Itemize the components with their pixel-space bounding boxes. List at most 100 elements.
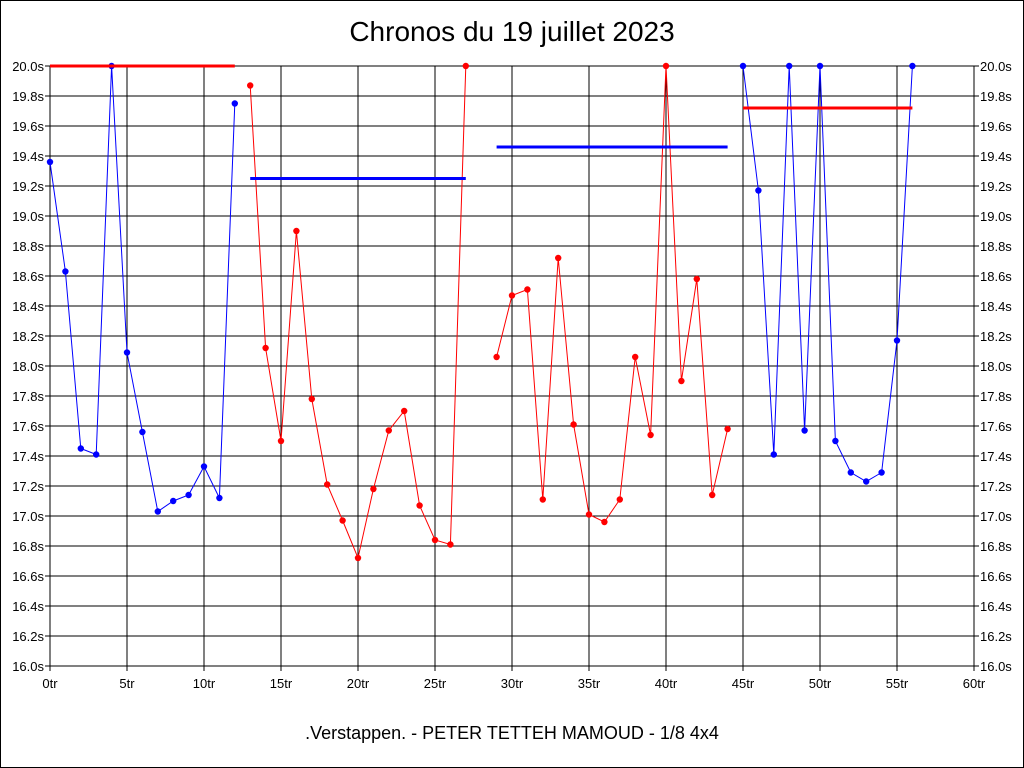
data-point	[662, 62, 670, 70]
y-tick-label-right: 18.0s	[980, 359, 1012, 374]
data-point	[277, 437, 285, 445]
x-tick-label: 30tr	[501, 676, 524, 691]
data-point	[62, 268, 69, 275]
y-tick-label-right: 16.2s	[980, 629, 1012, 644]
data-point	[139, 428, 146, 436]
y-tick-label-right: 18.8s	[980, 239, 1012, 254]
y-tick-label-left: 16.4s	[12, 599, 44, 614]
data-point	[570, 421, 577, 428]
x-tick-label: 45tr	[732, 676, 755, 691]
data-point	[693, 275, 700, 283]
data-point	[878, 469, 885, 476]
data-point	[93, 451, 100, 458]
data-point	[431, 536, 439, 544]
x-tick-label: 55tr	[886, 676, 909, 691]
x-tick-label: 20tr	[347, 676, 370, 691]
data-point	[447, 541, 454, 548]
data-point	[462, 62, 469, 70]
y-tick-label-right: 16.4s	[980, 599, 1012, 614]
x-tick-label: 5tr	[119, 676, 135, 691]
data-point	[370, 485, 377, 493]
data-point	[262, 344, 269, 352]
data-point	[339, 517, 346, 524]
data-point	[493, 353, 500, 361]
x-tick-label: 50tr	[809, 676, 832, 691]
data-point	[724, 425, 731, 433]
data-point	[893, 337, 901, 344]
y-tick-label-left: 19.8s	[12, 89, 44, 104]
y-tick-label-left: 16.2s	[12, 629, 44, 644]
data-point	[801, 427, 808, 434]
y-tick-label-left: 19.6s	[12, 119, 44, 134]
data-point	[678, 377, 685, 385]
y-tick-label-left: 17.6s	[12, 419, 44, 434]
y-tick-label-left: 16.0s	[12, 659, 44, 674]
data-point	[231, 100, 238, 107]
data-point	[816, 62, 824, 70]
series-line	[496, 65, 729, 523]
data-point	[154, 508, 161, 515]
data-point	[416, 502, 423, 509]
y-tick-label-left: 18.6s	[12, 269, 44, 284]
y-tick-label-left: 18.0s	[12, 359, 44, 374]
data-point	[524, 286, 531, 293]
chart-title: Chronos du 19 juillet 2023	[349, 16, 675, 47]
y-tick-label-left: 17.2s	[12, 479, 44, 494]
y-tick-label-left: 17.8s	[12, 389, 44, 404]
y-tick-label-left: 16.6s	[12, 569, 44, 584]
data-point	[324, 481, 331, 488]
data-point	[170, 497, 177, 505]
data-point	[77, 445, 85, 452]
data-point	[863, 478, 870, 485]
data-point	[755, 187, 762, 194]
y-tick-label-right: 17.8s	[980, 389, 1012, 404]
y-tick-label-left: 17.4s	[12, 449, 44, 464]
y-tick-label-right: 19.2s	[980, 179, 1012, 194]
data-point	[401, 407, 408, 415]
data-point	[539, 496, 546, 503]
data-point	[832, 437, 839, 445]
y-tick-label-right: 19.8s	[980, 89, 1012, 104]
data-point	[308, 395, 315, 403]
x-tick-label: 40tr	[655, 676, 678, 691]
y-tick-label-right: 20.0s	[980, 59, 1012, 74]
data-point	[601, 518, 608, 526]
y-tick-label-left: 18.2s	[12, 329, 44, 344]
data-point	[354, 554, 362, 562]
data-point	[647, 431, 654, 439]
data-point	[786, 62, 793, 70]
data-point	[555, 254, 562, 262]
data-point	[739, 62, 747, 70]
y-tick-label-right: 17.2s	[980, 479, 1012, 494]
chart-subtitle: .Verstappen. - PETER TETTEH MAMOUD - 1/8…	[305, 723, 719, 743]
y-tick-label-right: 18.6s	[980, 269, 1012, 284]
data-point	[909, 62, 916, 70]
data-point	[200, 463, 208, 470]
y-tick-label-right: 18.2s	[980, 329, 1012, 344]
y-tick-label-left: 18.4s	[12, 299, 44, 314]
y-tick-label-right: 17.0s	[980, 509, 1012, 524]
data-point	[185, 491, 192, 499]
x-tick-label: 10tr	[193, 676, 216, 691]
x-tick-label: 0tr	[42, 676, 58, 691]
y-tick-label-right: 16.6s	[980, 569, 1012, 584]
y-tick-label-left: 16.8s	[12, 539, 44, 554]
data-point	[247, 82, 254, 89]
data-point	[709, 491, 716, 499]
plot-area-border	[49, 65, 975, 667]
y-tick-label-left: 17.0s	[12, 509, 44, 524]
data-point	[385, 427, 392, 434]
x-tick-label: 25tr	[424, 676, 447, 691]
x-tick-label: 15tr	[270, 676, 293, 691]
data-point	[585, 511, 593, 518]
y-tick-label-left: 19.2s	[12, 179, 44, 194]
y-tick-label-right: 16.0s	[980, 659, 1012, 674]
data-point	[770, 451, 777, 458]
y-tick-label-left: 19.0s	[12, 209, 44, 224]
data-point	[46, 158, 54, 166]
y-tick-label-right: 17.6s	[980, 419, 1012, 434]
x-tick-label: 35tr	[578, 676, 601, 691]
x-tick-label: 60tr	[963, 676, 986, 691]
y-tick-label-right: 16.8s	[980, 539, 1012, 554]
